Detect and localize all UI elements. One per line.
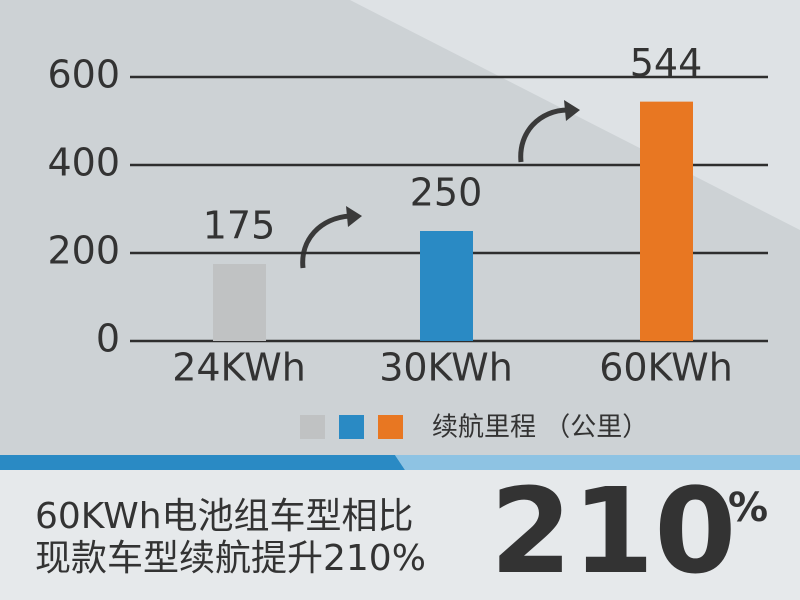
x-tick-label: 30KWh [379,346,513,390]
arrow-head [564,100,580,121]
stripe-dark [0,455,405,470]
arrow [300,213,351,269]
bar [640,101,693,341]
y-tick-label: 600 [47,53,120,97]
x-tick-label: 24KWh [172,346,306,390]
bar [420,231,473,341]
footer-line: 现款车型续航提升210% [35,538,426,579]
value-label: 250 [410,171,483,215]
y-tick-label: 0 [96,317,120,361]
arrow [518,107,569,163]
big-unit: % [728,485,768,531]
legend-swatch [300,415,325,439]
legend-swatch [378,415,403,439]
legend-label: 续航里程 （公里） [432,413,648,443]
value-label: 544 [630,41,703,85]
stripe-light [395,455,800,470]
legend-swatch [339,415,364,439]
arrow-head [346,206,362,227]
big-number: 210 [490,462,736,600]
footer-background [0,470,800,600]
x-tick-label: 60KWh [599,346,733,390]
bar [213,264,266,341]
footer-line: 60KWh电池组车型相比 [35,496,414,537]
y-tick-label: 400 [47,141,120,185]
value-label: 175 [203,204,276,248]
y-tick-label: 200 [47,229,120,273]
